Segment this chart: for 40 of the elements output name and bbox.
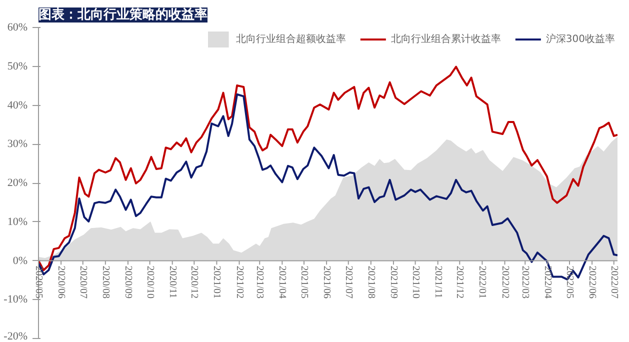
y-tick-label: 20% [7,177,28,189]
legend-label: 北向行业组合累计收益率 [390,32,501,46]
x-tick-label: 2020/10 [144,266,156,299]
x-tick-label: 2021/03 [254,266,266,299]
x-tick-label: 2021/07 [342,266,354,299]
y-tick-label: 40% [7,99,28,112]
y-tick-label: -10% [4,294,28,306]
x-tick-label: 2021/09 [388,266,399,299]
legend-label: 沪深300收益率 [546,32,615,46]
x-tick-label: 2021/08 [365,266,376,299]
x-tick-label: 2021/04 [276,266,288,299]
x-tick-label: 2020/09 [122,266,134,299]
x-tick-label: 2020/12 [188,266,200,299]
x-tick-label: 2022/04 [542,266,554,299]
y-tick-label: 60% [7,22,28,34]
x-tick-label: 2022/06 [586,266,598,299]
x-tick-label: 2020/06 [56,266,67,299]
y-tick-label: 0% [12,254,28,267]
y-tick-label: 10% [7,216,28,228]
x-tick-label: 2021/10 [410,266,421,299]
y-tick-label: 30% [7,138,28,150]
chart-title: 图表：北向行业策略的收益率 [38,6,208,22]
x-tick-label: 2022/05 [564,266,575,299]
y-tick-label: 50% [7,60,28,72]
legend-label: 北向行业组合超额收益率 [236,32,346,46]
x-tick-label: 2021/02 [234,266,245,299]
x-tick-label: 2022/07 [608,266,620,299]
x-tick-label: 2020/08 [100,266,111,299]
x-tick-label: 2022/03 [520,266,531,299]
x-tick-label: 2020/11 [166,266,178,298]
x-tick-label: 2021/05 [298,266,310,299]
x-tick-label: 2020/07 [77,266,88,299]
x-tick-label: 2020/05 [33,266,44,299]
x-tick-label: 2022/01 [476,266,488,299]
x-tick-label: 2021/06 [321,266,332,299]
x-tick-label: 2021/01 [211,266,222,299]
x-tick-label: 2021/11 [432,266,444,298]
x-tick-label: 2021/12 [454,266,466,299]
x-tick-label: 2022/02 [499,266,510,299]
y-tick-label: -20% [4,330,28,342]
